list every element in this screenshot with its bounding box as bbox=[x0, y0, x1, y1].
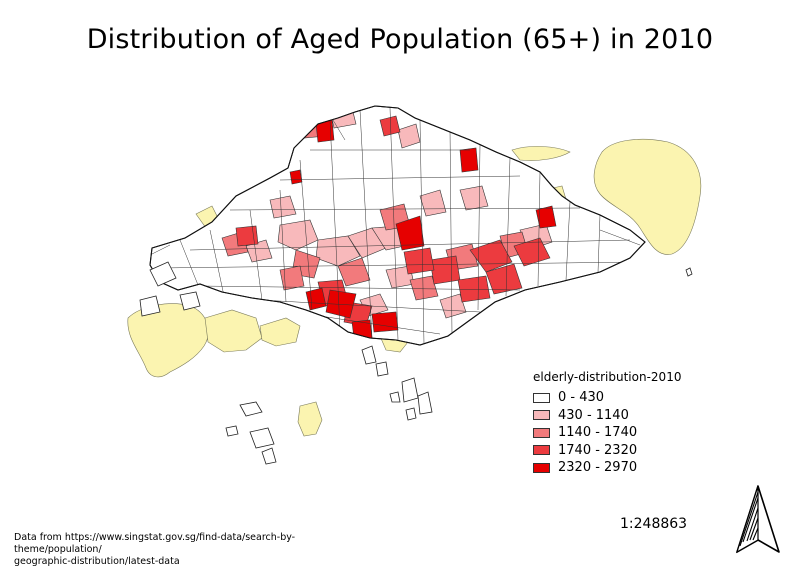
region-c5 bbox=[289, 169, 303, 185]
region-c5 bbox=[305, 287, 327, 311]
legend-item: 1140 - 1740 bbox=[533, 424, 693, 442]
region-c4 bbox=[379, 115, 401, 137]
map-title: Distribution of Aged Population (65+) in… bbox=[86, 24, 714, 55]
legend-title: elderly-distribution-2010 bbox=[533, 370, 682, 384]
region-c3 bbox=[409, 275, 439, 301]
region-c2 bbox=[245, 239, 273, 263]
legend-swatch bbox=[533, 427, 550, 438]
region-c5 bbox=[535, 205, 557, 229]
data-source-note: Data from https://www.singstat.gov.sg/fi… bbox=[14, 532, 374, 568]
legend-swatch bbox=[533, 410, 550, 421]
region-c4 bbox=[429, 255, 461, 285]
region-c2 bbox=[397, 123, 421, 149]
legend-label: 1740 - 2320 bbox=[558, 442, 638, 458]
legend-swatch bbox=[533, 392, 550, 403]
region-c4 bbox=[457, 275, 491, 303]
north-arrow-icon bbox=[735, 485, 780, 554]
region-c2 bbox=[315, 235, 361, 267]
legend-label: 0 - 430 bbox=[558, 390, 605, 406]
region-c3 bbox=[279, 265, 305, 291]
source-line-2: geographic-distribution/latest-data bbox=[14, 556, 180, 567]
legend-label: 1140 - 1740 bbox=[558, 425, 638, 441]
region-c2 bbox=[459, 185, 489, 211]
southern-islands bbox=[225, 267, 693, 465]
map-legend: elderly-distribution-2010 0 - 430 430 - … bbox=[533, 370, 693, 477]
region-c4 bbox=[403, 247, 435, 275]
region-c5 bbox=[459, 147, 479, 173]
region-c4 bbox=[235, 225, 259, 247]
legend-swatch bbox=[533, 445, 550, 456]
legend-label: 2320 - 2970 bbox=[558, 460, 638, 476]
choropleth-regions bbox=[150, 107, 641, 345]
region-c2 bbox=[329, 107, 357, 129]
legend-item: 0 - 430 bbox=[533, 389, 693, 407]
jurong-island-east bbox=[204, 309, 263, 353]
pulau-bukom bbox=[259, 317, 301, 347]
legend-swatch bbox=[533, 462, 550, 473]
coast-details bbox=[139, 261, 201, 317]
pulau-tekong bbox=[593, 138, 702, 255]
legend-item: 1740 - 2320 bbox=[533, 442, 693, 460]
region-c4 bbox=[485, 263, 523, 295]
region-c4 bbox=[513, 237, 551, 267]
region-c5 bbox=[325, 289, 357, 319]
scale-text: 1:248863 bbox=[620, 516, 688, 532]
region-c2 bbox=[269, 195, 297, 219]
jurong-island bbox=[127, 303, 209, 378]
legend-item: 430 - 1140 bbox=[533, 407, 693, 425]
source-line-1: Data from https://www.singstat.gov.sg/fi… bbox=[14, 532, 296, 555]
region-c3 bbox=[337, 257, 371, 287]
pulau-ubin bbox=[511, 146, 571, 161]
region-c5 bbox=[371, 311, 399, 333]
legend-label: 430 - 1140 bbox=[558, 407, 629, 423]
southern-island bbox=[297, 401, 323, 437]
region-c2 bbox=[439, 293, 467, 319]
legend-item: 2320 - 2970 bbox=[533, 459, 693, 477]
region-c5 bbox=[395, 215, 425, 251]
region-c2 bbox=[419, 189, 447, 217]
